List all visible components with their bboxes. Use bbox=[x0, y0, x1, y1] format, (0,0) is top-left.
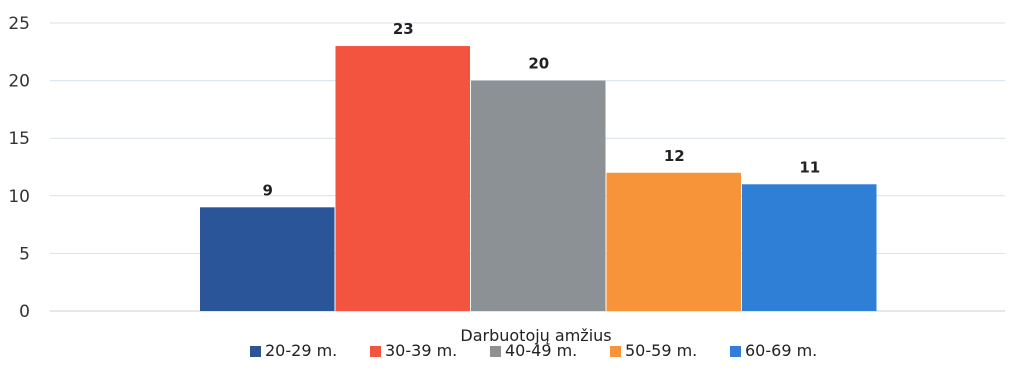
data-label: 12 bbox=[664, 147, 685, 165]
bar-20-29 bbox=[200, 207, 335, 311]
data-labels: 9 23 20 12 11 bbox=[263, 20, 821, 199]
bar-60-69 bbox=[742, 184, 877, 311]
data-label: 11 bbox=[799, 158, 820, 176]
y-tick-label: 5 bbox=[19, 244, 30, 264]
bar-30-39 bbox=[335, 46, 470, 311]
x-axis-title: Darbuotojų amžius bbox=[460, 326, 611, 345]
legend-swatch bbox=[250, 346, 261, 357]
bars bbox=[200, 46, 877, 311]
legend: 20-29 m. 30-39 m. 40-49 m. 50-59 m. 60-69 m. bbox=[250, 341, 817, 360]
y-tick-label: 10 bbox=[8, 187, 30, 207]
legend-label: 60-69 m. bbox=[745, 341, 817, 360]
y-tick-label: 15 bbox=[8, 129, 30, 149]
legend-swatch bbox=[610, 346, 621, 357]
data-label: 23 bbox=[393, 20, 414, 38]
legend-swatch bbox=[490, 346, 501, 357]
legend-label: 40-49 m. bbox=[505, 341, 577, 360]
data-label: 9 bbox=[263, 181, 273, 199]
y-tick-label: 25 bbox=[8, 14, 30, 34]
legend-label: 50-59 m. bbox=[625, 341, 697, 360]
y-tick-label: 20 bbox=[8, 72, 30, 92]
legend-swatch bbox=[370, 346, 381, 357]
legend-swatch bbox=[730, 346, 741, 357]
y-tick-label: 0 bbox=[19, 302, 30, 322]
bar-40-49 bbox=[471, 80, 606, 311]
bar-50-59 bbox=[606, 172, 741, 311]
data-label: 20 bbox=[528, 55, 549, 73]
y-axis-ticks: 0 5 10 15 20 25 bbox=[8, 14, 30, 322]
legend-label: 20-29 m. bbox=[265, 341, 337, 360]
legend-label: 30-39 m. bbox=[385, 341, 457, 360]
